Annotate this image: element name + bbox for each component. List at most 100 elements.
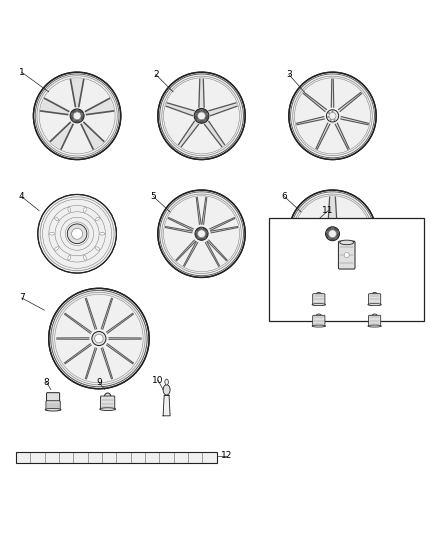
Ellipse shape [83, 255, 86, 260]
Polygon shape [210, 217, 235, 230]
Circle shape [196, 231, 198, 233]
Bar [45, 452, 59, 463]
Circle shape [67, 224, 87, 244]
Circle shape [327, 231, 328, 233]
Text: 7: 7 [19, 294, 25, 302]
Bar [159, 452, 174, 463]
Polygon shape [202, 197, 207, 224]
FancyBboxPatch shape [46, 401, 60, 410]
Bar [73, 452, 88, 463]
Bar [188, 452, 202, 463]
Text: 3: 3 [286, 70, 292, 79]
FancyBboxPatch shape [313, 294, 325, 305]
Circle shape [198, 230, 205, 238]
Circle shape [49, 288, 149, 389]
Text: 1: 1 [19, 68, 25, 77]
Polygon shape [316, 123, 330, 149]
Ellipse shape [49, 232, 54, 235]
Circle shape [71, 114, 73, 115]
Circle shape [70, 109, 84, 123]
Text: 12: 12 [221, 451, 232, 461]
Ellipse shape [163, 385, 170, 395]
Bar [102, 452, 117, 463]
Circle shape [194, 108, 209, 123]
Ellipse shape [95, 217, 100, 221]
Circle shape [330, 119, 331, 121]
Bar [30, 452, 45, 463]
Polygon shape [57, 338, 89, 340]
Bar [16, 452, 217, 463]
Circle shape [325, 227, 339, 241]
Polygon shape [341, 117, 368, 125]
Bar [174, 452, 188, 463]
Circle shape [76, 110, 78, 111]
Text: 2: 2 [153, 70, 159, 79]
Polygon shape [50, 123, 73, 149]
Polygon shape [339, 220, 368, 236]
Circle shape [38, 195, 117, 273]
Circle shape [158, 72, 245, 159]
Polygon shape [85, 348, 97, 379]
Bar [117, 452, 131, 463]
FancyBboxPatch shape [46, 393, 60, 403]
Polygon shape [339, 92, 362, 111]
Ellipse shape [312, 304, 325, 305]
Polygon shape [209, 103, 237, 116]
Text: 4: 4 [19, 192, 25, 201]
Circle shape [206, 113, 208, 115]
Bar [202, 452, 217, 463]
Polygon shape [196, 197, 201, 224]
Circle shape [95, 334, 103, 343]
Polygon shape [106, 344, 134, 364]
Circle shape [326, 110, 339, 122]
Polygon shape [64, 313, 91, 333]
Polygon shape [184, 242, 198, 266]
FancyBboxPatch shape [368, 316, 381, 327]
Polygon shape [211, 227, 238, 233]
Circle shape [81, 114, 83, 115]
Bar [59, 452, 73, 463]
Circle shape [332, 110, 333, 112]
Polygon shape [166, 103, 194, 116]
Text: 10: 10 [152, 376, 164, 384]
Ellipse shape [316, 293, 321, 297]
Circle shape [33, 72, 121, 159]
Circle shape [332, 228, 333, 230]
Text: 11: 11 [322, 206, 334, 215]
Polygon shape [335, 123, 349, 149]
Circle shape [289, 190, 376, 277]
Polygon shape [331, 79, 334, 107]
Circle shape [204, 237, 205, 239]
Circle shape [294, 78, 371, 154]
Ellipse shape [55, 217, 59, 221]
Ellipse shape [316, 314, 321, 319]
Ellipse shape [312, 325, 325, 327]
Text: 9: 9 [96, 378, 102, 387]
Circle shape [198, 237, 199, 239]
Polygon shape [309, 238, 331, 265]
Ellipse shape [45, 408, 61, 411]
Polygon shape [205, 122, 225, 147]
FancyBboxPatch shape [339, 241, 355, 269]
Circle shape [205, 231, 207, 233]
Ellipse shape [83, 207, 86, 212]
Bar [131, 452, 145, 463]
Bar [16, 452, 30, 463]
Polygon shape [101, 298, 113, 329]
Polygon shape [81, 123, 104, 149]
Circle shape [334, 119, 336, 121]
Circle shape [73, 119, 75, 121]
Polygon shape [328, 197, 337, 225]
Ellipse shape [340, 240, 354, 245]
Circle shape [201, 109, 202, 111]
Circle shape [163, 196, 240, 272]
FancyBboxPatch shape [313, 316, 325, 327]
Circle shape [73, 112, 81, 120]
Polygon shape [109, 338, 141, 340]
Polygon shape [208, 240, 227, 261]
Circle shape [294, 196, 371, 272]
Ellipse shape [55, 247, 59, 251]
Circle shape [195, 113, 197, 115]
Polygon shape [41, 99, 69, 115]
Bar [145, 452, 159, 463]
